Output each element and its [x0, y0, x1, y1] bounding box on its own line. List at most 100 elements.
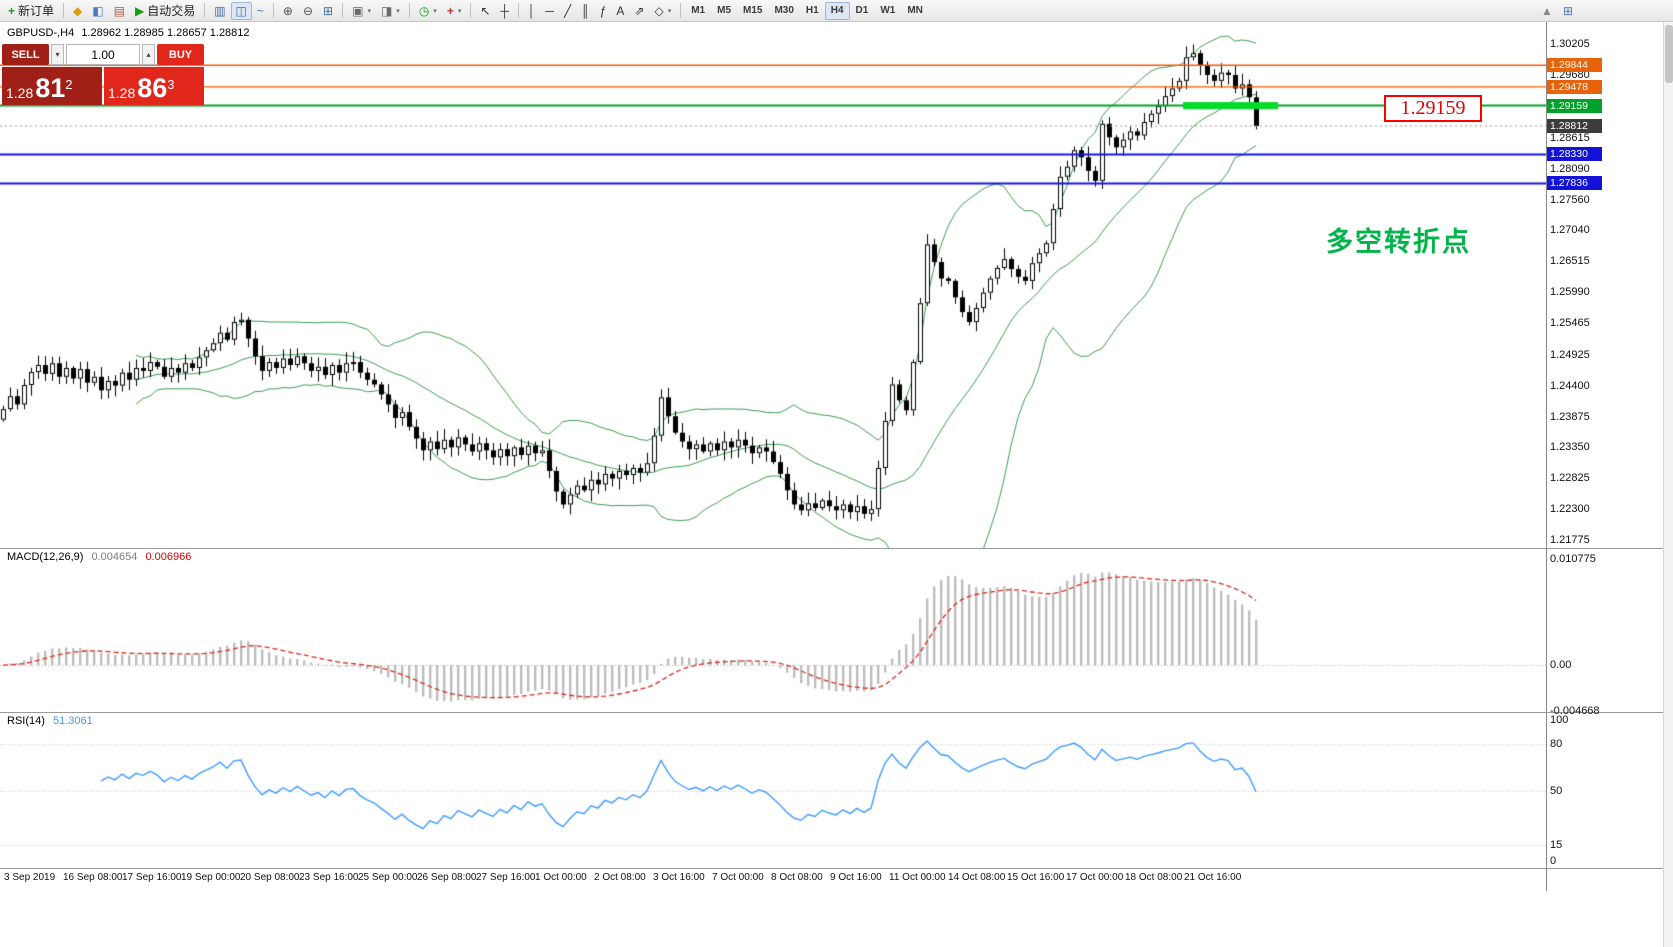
fibonacci-button[interactable]: ƒ — [595, 2, 612, 20]
timeframe-m1-button[interactable]: M1 — [685, 2, 711, 20]
price-axis-tag: 1.29478 — [1547, 79, 1602, 94]
ask-price-panel[interactable]: 1.28 86 3 — [104, 67, 204, 105]
navigator-button[interactable]: ▤ — [109, 2, 130, 20]
ask-prefix: 1.28 — [108, 84, 136, 101]
vertical-line-button[interactable]: │ — [523, 2, 541, 20]
price-axis-label: 1.23350 — [1550, 441, 1590, 454]
time-axis-label: 11 Oct 00:00 — [889, 872, 946, 883]
toolbar-group: ▲ ⊞ — [1536, 0, 1578, 22]
period-button[interactable]: ◷ ▾ — [414, 2, 442, 20]
time-axis-label: 17 Sep 16:00 — [122, 872, 182, 883]
crosshair-icon: ┼ — [500, 3, 509, 18]
auto-trading-button[interactable]: ▶ 自动交易 — [130, 2, 200, 20]
timeframe-h1-button[interactable]: H1 — [800, 2, 825, 20]
timeframe-m30-button[interactable]: M30 — [768, 2, 799, 20]
lot-decrease-button[interactable]: ▾ — [51, 44, 64, 65]
turning-point-label[interactable]: 多空转折点 — [1326, 227, 1471, 257]
price-axis-label: 1.24400 — [1550, 379, 1590, 392]
toolbar-separator — [272, 3, 274, 18]
timeframe-h1-button-label: H1 — [805, 5, 819, 16]
time-axis-label: 2 Oct 08:00 — [594, 872, 646, 883]
trendline-button[interactable]: ╱ — [559, 2, 576, 20]
rsi-indicator-chart[interactable] — [0, 713, 1546, 868]
lot-increase-button[interactable]: ▴ — [142, 44, 155, 65]
rsi-axis-label: 80 — [1550, 738, 1563, 750]
equidistant-channel-button[interactable]: ║ — [576, 2, 595, 20]
cursor-icon: ↖ — [480, 3, 491, 18]
new-order-button-label: 新订单 — [18, 4, 55, 18]
price-axis[interactable]: 1.30205 1.29680 1.28615 1.28090 1.27560 1.270… — [1546, 22, 1663, 891]
cursor-button[interactable]: ↖ — [475, 2, 495, 20]
vertical-scrollbar[interactable] — [1663, 22, 1673, 947]
ask-big-digits: 86 — [137, 73, 168, 104]
toolbar-group: ▥ ◫ ~ — [209, 0, 269, 22]
horizontal-line-button[interactable]: ─ — [540, 2, 559, 20]
data-window-button[interactable]: ◧ — [87, 2, 108, 20]
rsi-pane-divider[interactable] — [0, 712, 1663, 713]
arrow-tools-button[interactable]: ⇗ — [629, 2, 649, 20]
bid-price-panel[interactable]: 1.28 81 2 — [2, 67, 102, 105]
price-axis-label: 1.28615 — [1550, 131, 1590, 144]
text-icon: A — [616, 3, 625, 18]
text-button[interactable]: A — [611, 2, 629, 20]
tile-windows-button[interactable]: ⊞ — [318, 2, 338, 20]
timeframe-m15-button[interactable]: M15 — [737, 2, 768, 20]
indicators-button[interactable]: + ▾ — [442, 2, 467, 20]
toolbar-separator — [342, 3, 344, 18]
time-axis-label: 8 Oct 08:00 — [771, 872, 823, 883]
navigator-icon: ▤ — [113, 3, 125, 18]
indicators-icon: + — [446, 3, 454, 18]
price-axis-label: 1.23875 — [1550, 410, 1590, 423]
shapes-button[interactable]: ◇ ▾ — [649, 2, 676, 20]
bid-prefix: 1.28 — [6, 84, 34, 101]
templates-icon: ▣ — [352, 3, 364, 18]
macd-pane-divider[interactable] — [0, 548, 1663, 549]
timeframe-mn-button[interactable]: MN — [901, 2, 929, 20]
tile-windows-icon: ⊞ — [323, 3, 334, 18]
time-axis-label: 23 Sep 16:00 — [299, 872, 359, 883]
market-watch-button[interactable]: ◆ — [68, 2, 87, 20]
buy-button[interactable]: BUY — [157, 44, 204, 65]
price-axis-label: 1.22825 — [1550, 472, 1590, 485]
toolbar: + 新订单 ◆ ◧ ▤ ▶ 自动交易 ▥ ◫ ~ ⊕ ⊖ ⊞ ▣ ▾ ◨ ▾ ◷ ▾ + ▾ ↖ ┼ │ ─ ╱ ║ ƒ A ⇗ ◇ ▾ M1 M… — [0, 0, 1673, 22]
toolbar-group: │ ─ ╱ ║ ƒ A ⇗ ◇ ▾ — [523, 0, 676, 22]
templates-button[interactable]: ▣ ▾ — [347, 2, 376, 20]
timeframe-w1-button[interactable]: W1 — [874, 2, 901, 20]
timeframe-h4-button[interactable]: H4 — [824, 1, 850, 20]
period-icon: ◷ — [418, 3, 430, 18]
macd-indicator-label: MACD(12,26,9) 0.004654 0.006966 — [7, 551, 196, 563]
timeframe-m5-button[interactable]: M5 — [711, 2, 737, 20]
price-callout-box[interactable]: 1.29159 — [1384, 95, 1482, 122]
price-axis-border — [1546, 22, 1547, 891]
profiles-button[interactable]: ◨ ▾ — [376, 2, 405, 20]
chevron-down-icon: ▾ — [433, 7, 437, 15]
macd-indicator-chart[interactable] — [0, 549, 1546, 712]
price-axis-tag: 1.28330 — [1547, 147, 1602, 162]
toolbar-separator — [470, 3, 472, 18]
toolbar-separator — [204, 3, 206, 18]
rsi-value: 51.3061 — [52, 715, 93, 727]
profiles-icon: ◨ — [380, 3, 393, 18]
zoom-out-button[interactable]: ⊖ — [298, 2, 318, 20]
rsi-axis-label: 15 — [1550, 838, 1563, 851]
toolbar-group: ◆ ◧ ▤ ▶ 自动交易 — [68, 0, 200, 22]
price-axis-label: 1.27040 — [1550, 224, 1590, 237]
lot-size-input[interactable] — [66, 44, 140, 65]
toolbar-separator — [63, 3, 65, 18]
new-order-button[interactable]: + 新订单 — [3, 2, 59, 20]
time-axis-label: 17 Oct 00:00 — [1066, 872, 1124, 883]
sell-button[interactable]: SELL — [2, 44, 49, 65]
bar-chart-button[interactable]: ▥ — [209, 2, 230, 20]
zoom-in-button[interactable]: ⊕ — [278, 2, 298, 20]
shapes-icon: ◇ — [654, 3, 664, 18]
crosshair-button[interactable]: ┼ — [495, 2, 514, 20]
timeframe-d1-button[interactable]: D1 — [850, 2, 875, 20]
main-price-chart[interactable] — [0, 22, 1546, 548]
scrollbar-thumb[interactable] — [1665, 25, 1673, 83]
grid-windows-button[interactable]: ⊞ — [1558, 2, 1578, 20]
time-axis[interactable]: 3 Sep 2019 16 Sep 08:00 17 Sep 16:00 19 Sep… — [0, 869, 1546, 891]
line-chart-button[interactable]: ~ — [252, 2, 269, 20]
candlestick-chart-button[interactable]: ◫ — [230, 1, 252, 20]
scroll-to-end-button[interactable]: ▲ — [1536, 2, 1558, 20]
